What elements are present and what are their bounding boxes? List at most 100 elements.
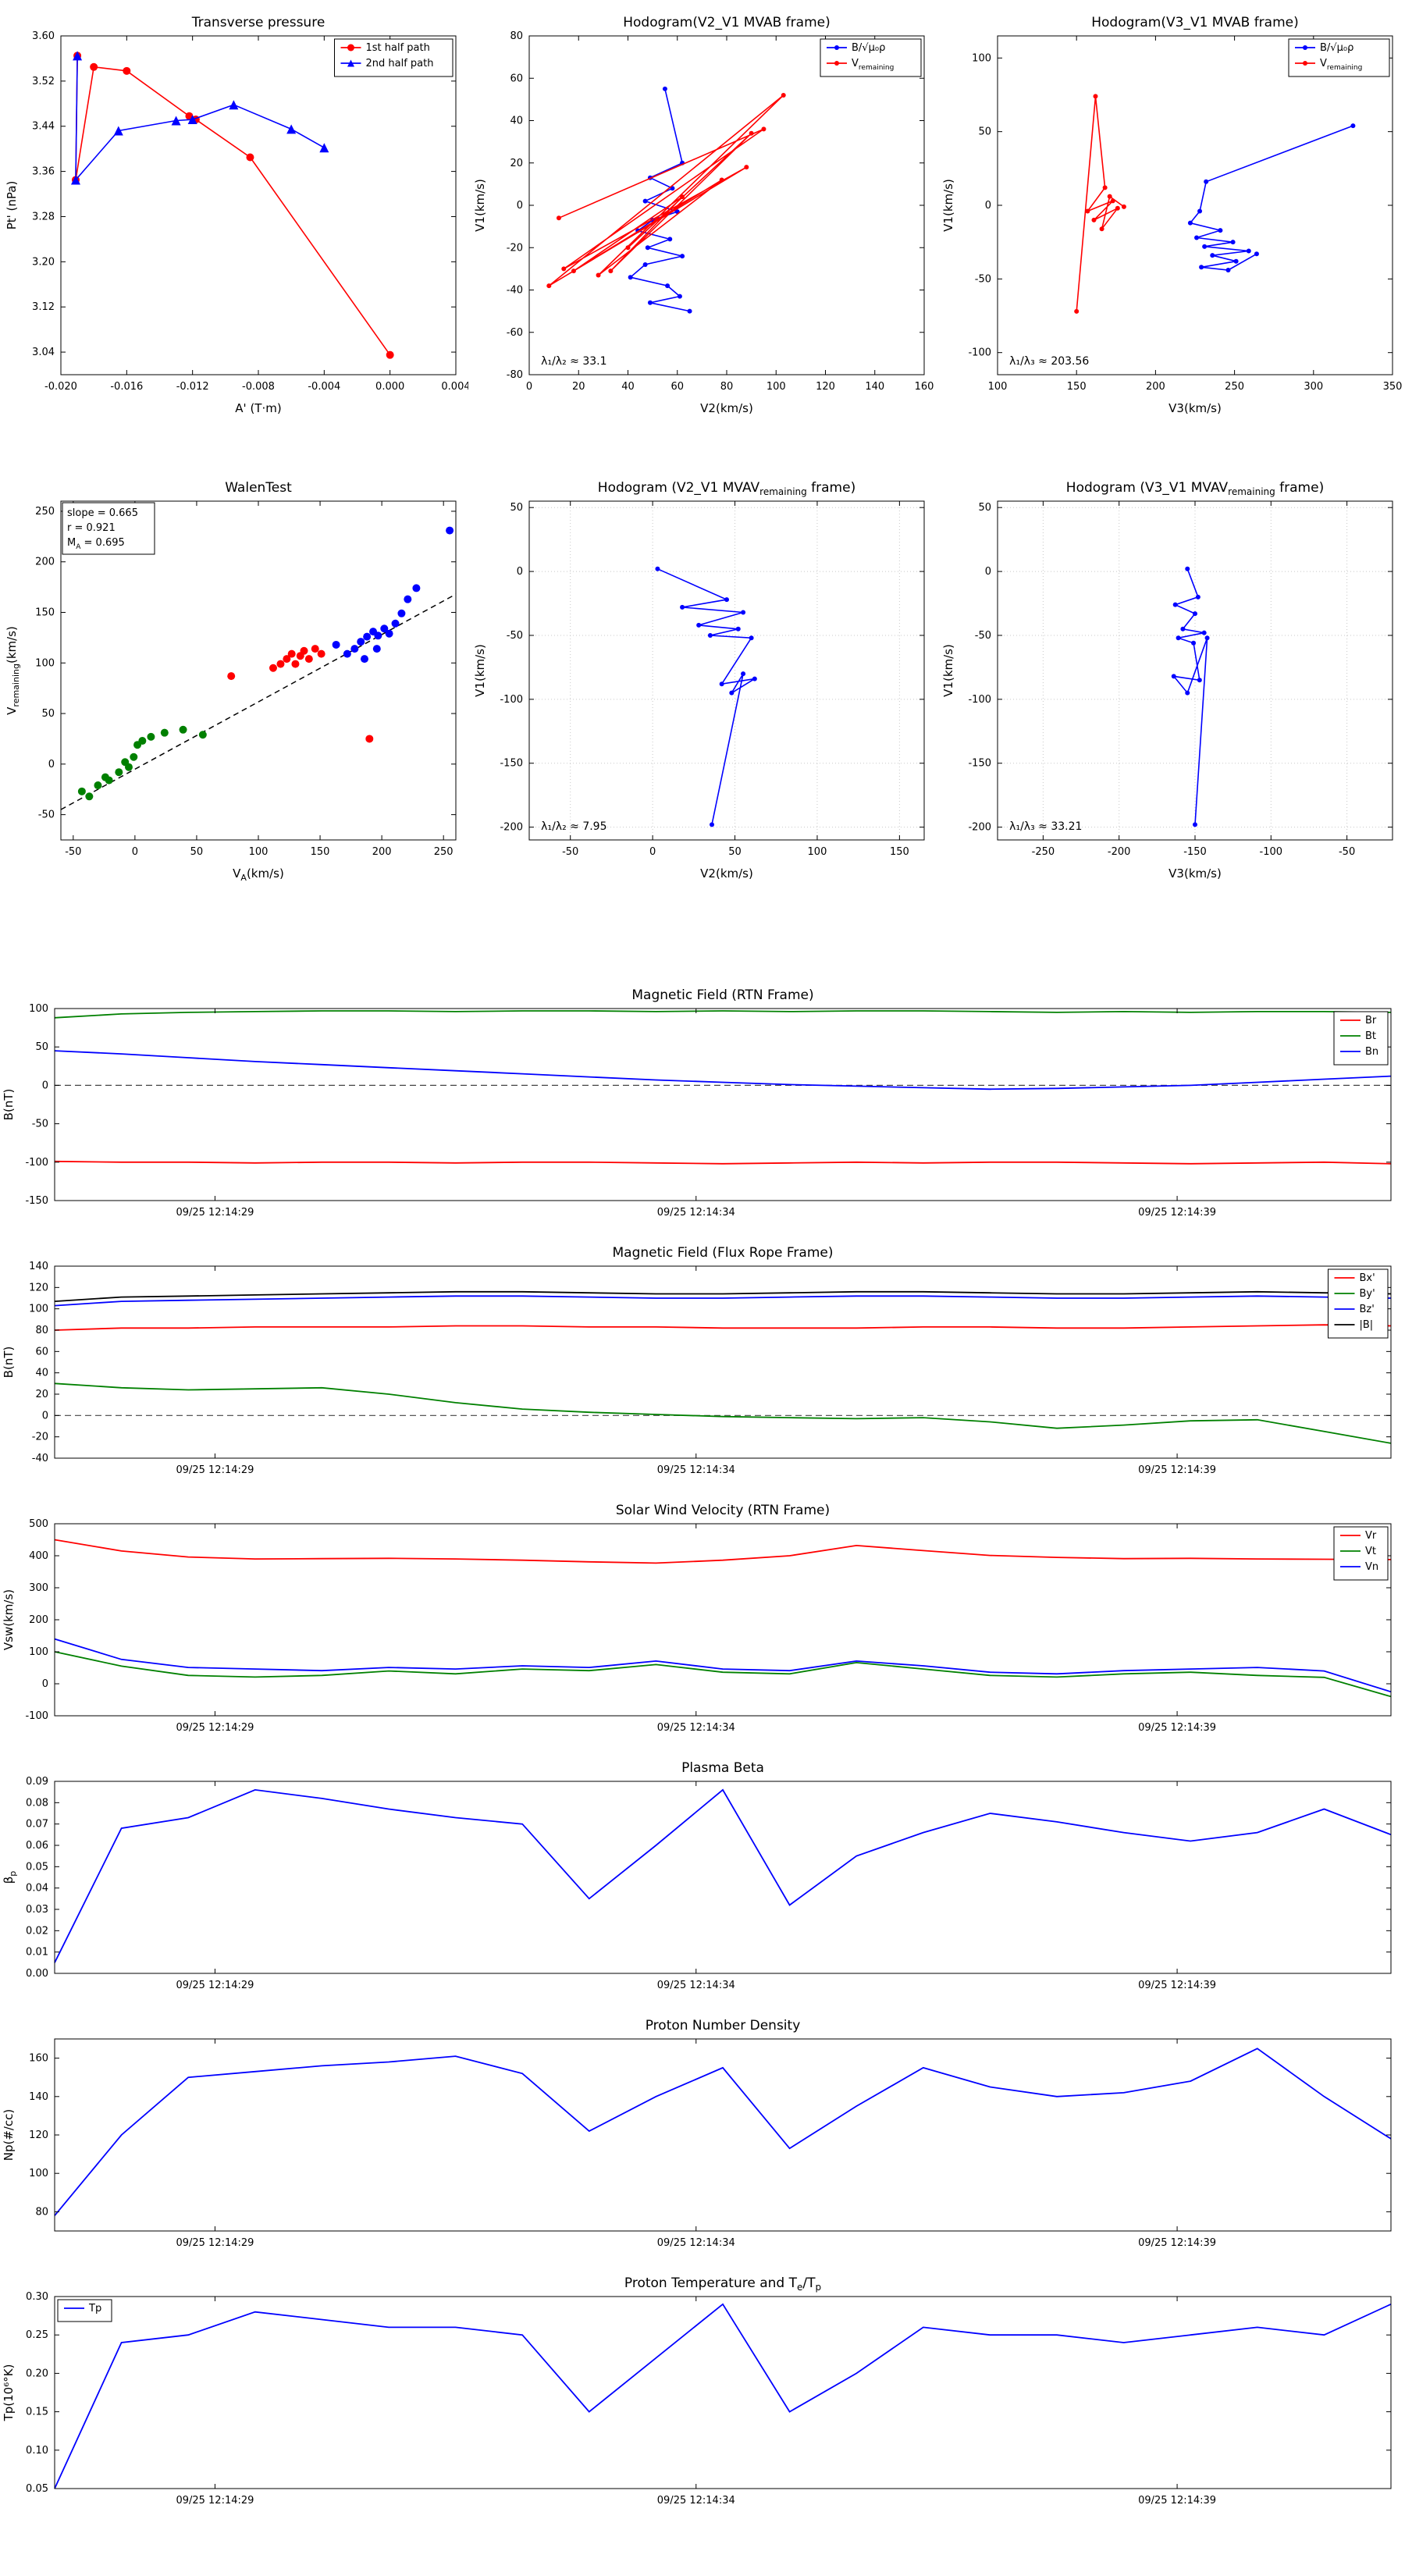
series-group: [54, 1010, 1392, 1165]
axes-spines: [54, 1781, 1392, 1974]
chart-canvas-hodogram-v2v1-mvav: -50 0 50 100 150 -200 -150 -100 -50 0 50 Hodogram (…: [473, 480, 925, 881]
y-tick-label: 3.12: [32, 301, 55, 313]
y-axis-label: Np(#/cc): [2, 2109, 16, 2161]
chart-title: WalenTest: [225, 480, 292, 496]
panel-hodogram-v3v1-mvab: 100 150 200 250 300 350 -100 -50 0 50 100 Hodogram(…: [937, 8, 1405, 422]
y-axis: -150 -100 -50 0 50 100: [25, 1003, 1391, 1207]
gridlines: [998, 501, 1393, 840]
y-tick-label: 150: [35, 607, 55, 619]
axes-spines: [54, 1265, 1392, 1459]
x-tick-label: -100: [1260, 846, 1283, 858]
y-tick-label: 50: [978, 502, 991, 514]
x-axis-label: A' (T·m): [235, 401, 281, 415]
chart-canvas-b-flux-rope: 09/25 12:14:29 09/25 12:14:34 09/25 12:14:…: [2, 1245, 1392, 1476]
series-markers-V hodogram: [655, 566, 757, 827]
y-tick-label: 0: [42, 1678, 48, 1690]
y-tick-label: 100: [29, 2168, 48, 2179]
legend: Br Bt Bn: [1333, 1011, 1389, 1066]
legend: 1st half path 2nd half path: [334, 38, 454, 77]
y-tick-label: 40: [35, 1368, 48, 1379]
series-group: [60, 526, 457, 810]
y-tick-label: 0: [42, 1080, 48, 1091]
y-axis: -40 -20 0 20 40 60 80 100 120 140: [29, 1261, 1391, 1464]
plot-area: [55, 1781, 1391, 1973]
stats-line: MA = 0.695: [67, 537, 125, 551]
legend-label: Tp: [88, 2303, 101, 2314]
y-tick-label: 140: [29, 1261, 48, 1272]
y-tick-label: 100: [972, 52, 991, 64]
y-tick-label: 0.05: [26, 2483, 48, 2495]
legend: Bx' By' Bz' |B|: [1328, 1268, 1389, 1339]
y-tick-label: 500: [29, 1518, 48, 1530]
axes-spines: [54, 1008, 1392, 1201]
chart-canvas-transverse-pressure: -0.020 -0.016 -0.012 -0.008 -0.004 0.000 0.004…: [5, 15, 471, 415]
x-tick-label: 140: [865, 381, 884, 393]
y-tick-label: -50: [32, 1119, 48, 1130]
y-tick-label: 200: [35, 557, 55, 568]
x-tick-label: 150: [1067, 381, 1087, 393]
y-tick-label: 100: [29, 1304, 48, 1315]
series-line-Br: [54, 1160, 1392, 1165]
x-tick-label: 120: [816, 381, 835, 393]
y-axis-label: Pt' (nPa): [5, 181, 19, 230]
legend-label: 1st half path: [366, 42, 430, 54]
panel-magnetic-field-flux-rope: 09/25 12:14:29 09/25 12:14:34 09/25 12:14:…: [0, 1232, 1405, 1489]
legend-label: Vn: [1365, 1561, 1378, 1573]
plot-area: [55, 2297, 1391, 2489]
x-tick-label: 250: [434, 846, 454, 858]
y-axis: -100 -50 0 50 100: [968, 52, 1393, 359]
y-axis: -50 0 50 100 150 200 250: [35, 506, 456, 821]
series-group: [655, 566, 757, 827]
x-tick-label: 100: [767, 381, 786, 393]
x-tick-label: -50: [65, 846, 81, 858]
x-tick-label: 60: [670, 381, 684, 393]
y-tick-label: -100: [25, 1157, 48, 1169]
chart-title: Hodogram(V3_V1 MVAB frame): [1091, 15, 1299, 30]
annotation: λ₁/λ₂ ≈ 33.1: [541, 355, 606, 368]
y-tick-label: -100: [968, 694, 991, 706]
y-tick-label: -40: [507, 285, 523, 297]
x-axis: -50 0 50 100 150: [562, 501, 909, 858]
x-tick-label: 09/25 12:14:39: [1138, 1722, 1216, 1734]
y-tick-label: 50: [35, 1041, 48, 1053]
y-axis-label: V1(km/s): [941, 179, 955, 232]
x-axis: 0 20 40 60 80 100 120 140 160: [526, 36, 934, 393]
x-tick-label: 09/25 12:14:29: [176, 1207, 254, 1219]
x-axis: 09/25 12:14:29 09/25 12:14:34 09/25 12:14:…: [176, 1009, 1216, 1219]
x-axis-label: V3(km/s): [1168, 401, 1222, 415]
y-tick-label: 0.03: [26, 1904, 48, 1916]
chart-canvas-walen-test: -50 0 50 100 150 200 250 -50 0 50 100 150 200 250 Wale…: [5, 480, 457, 883]
series-line-Vr: [54, 1539, 1392, 1564]
y-tick-label: 0: [48, 759, 55, 770]
x-tick-label: -50: [562, 846, 578, 858]
series-group: [54, 2303, 1392, 2489]
chart-canvas-proton-density: 09/25 12:14:29 09/25 12:14:34 09/25 12:14:…: [2, 2018, 1392, 2249]
series-markers-center points: [227, 645, 374, 743]
chart-title: Transverse pressure: [191, 15, 325, 30]
x-tick-label: 150: [890, 846, 909, 858]
y-tick-label: 50: [41, 708, 55, 720]
y-tick-label: 3.52: [32, 76, 55, 87]
y-tick-label: 0.08: [26, 1797, 48, 1809]
x-tick-label: 100: [249, 846, 269, 858]
legend: B/√μ₀ρ Vremaining: [1288, 38, 1390, 77]
plot-area: [998, 36, 1393, 375]
x-axis: -50 0 50 100 150 200 250: [65, 501, 454, 858]
x-tick-label: 09/25 12:14:39: [1138, 2495, 1216, 2507]
series-group: [54, 1290, 1392, 1444]
series-line-|B|: [54, 1290, 1392, 1302]
x-tick-label: 50: [728, 846, 742, 858]
y-axis-label: B(nT): [2, 1347, 16, 1379]
chart-canvas-plasma-beta: 09/25 12:14:29 09/25 12:14:34 09/25 12:14:…: [2, 1760, 1392, 1991]
y-axis-label: V1(km/s): [473, 179, 487, 232]
y-tick-label: 0.09: [26, 1776, 48, 1788]
y-tick-label: 120: [29, 2129, 48, 2141]
panel-hodogram-v2v1-mvab: 0 20 40 60 80 100 120 140 160 -80 -60 -40 -20 0 20 40 60…: [468, 8, 937, 422]
x-tick-label: -200: [1108, 846, 1131, 858]
series-group: [54, 1788, 1392, 1963]
y-tick-label: 0: [517, 200, 523, 212]
x-axis: -0.020 -0.016 -0.012 -0.008 -0.004 0.000 0.004: [44, 36, 471, 393]
stats-line: slope = 0.665: [67, 507, 138, 519]
panel-transverse-pressure: -0.020 -0.016 -0.012 -0.008 -0.004 0.000 0.004…: [0, 8, 471, 422]
